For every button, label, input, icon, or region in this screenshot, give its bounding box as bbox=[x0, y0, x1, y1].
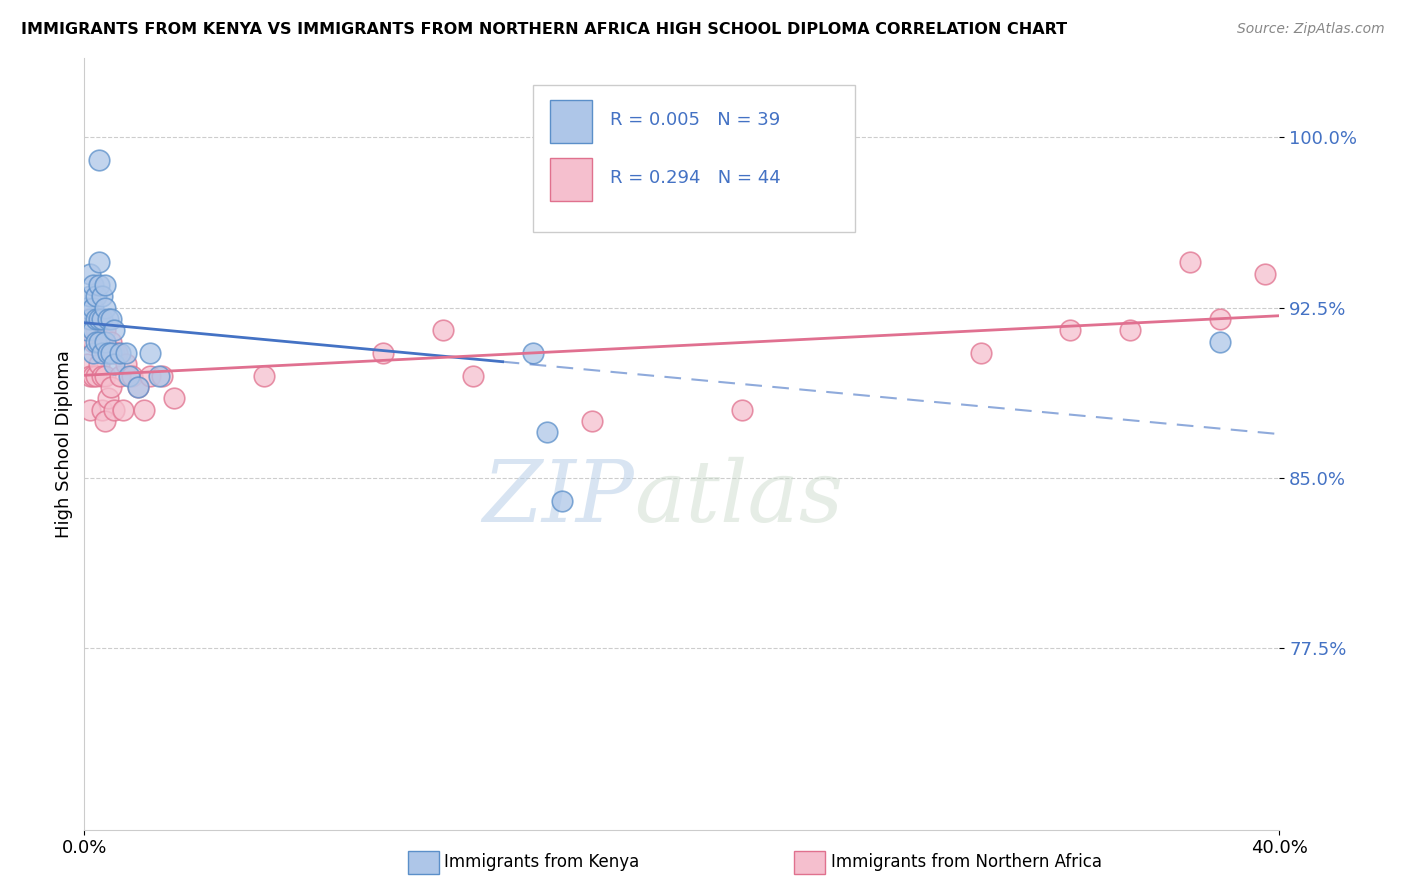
Point bbox=[163, 392, 186, 406]
Point bbox=[89, 357, 111, 371]
Text: Source: ZipAtlas.com: Source: ZipAtlas.com bbox=[1237, 22, 1385, 37]
Point bbox=[1253, 267, 1275, 281]
Point bbox=[79, 368, 101, 383]
Text: R = 0.294   N = 44: R = 0.294 N = 44 bbox=[610, 169, 780, 186]
Point bbox=[82, 368, 104, 383]
Point bbox=[82, 334, 104, 349]
Point bbox=[1059, 323, 1081, 337]
Point bbox=[91, 346, 114, 360]
Point bbox=[150, 368, 173, 383]
Point bbox=[139, 368, 162, 383]
FancyBboxPatch shape bbox=[533, 85, 855, 232]
Point bbox=[82, 301, 104, 315]
Point bbox=[551, 493, 574, 508]
Point bbox=[76, 312, 98, 326]
Point bbox=[432, 323, 454, 337]
Point bbox=[581, 414, 603, 428]
Point bbox=[112, 402, 135, 417]
Point bbox=[97, 346, 120, 360]
Point bbox=[94, 301, 117, 315]
Point bbox=[139, 346, 162, 360]
Point bbox=[91, 402, 114, 417]
Point bbox=[115, 357, 138, 371]
Point bbox=[97, 312, 120, 326]
Y-axis label: High School Diploma: High School Diploma bbox=[55, 350, 73, 538]
Point bbox=[115, 346, 138, 360]
Point bbox=[91, 312, 114, 326]
Point bbox=[86, 289, 108, 303]
Point bbox=[86, 323, 108, 337]
FancyBboxPatch shape bbox=[551, 158, 592, 201]
Point bbox=[97, 346, 120, 360]
Point bbox=[82, 346, 104, 360]
FancyBboxPatch shape bbox=[551, 101, 592, 143]
Point bbox=[86, 312, 108, 326]
Point bbox=[82, 323, 104, 337]
Point bbox=[94, 334, 117, 349]
Point bbox=[373, 346, 395, 360]
Point bbox=[110, 368, 132, 383]
Point bbox=[91, 368, 114, 383]
Point bbox=[970, 346, 993, 360]
Point bbox=[127, 380, 149, 394]
Point bbox=[110, 346, 132, 360]
Point bbox=[76, 301, 98, 315]
Point bbox=[76, 357, 98, 371]
Point bbox=[82, 277, 104, 292]
Point bbox=[100, 380, 122, 394]
Point bbox=[118, 368, 141, 383]
Point bbox=[89, 334, 111, 349]
Point bbox=[89, 255, 111, 269]
Point bbox=[103, 323, 125, 337]
Point bbox=[148, 368, 170, 383]
Point bbox=[461, 368, 484, 383]
Point bbox=[91, 289, 114, 303]
Point bbox=[1209, 312, 1232, 326]
Point bbox=[100, 346, 122, 360]
Point bbox=[132, 402, 156, 417]
Point bbox=[89, 312, 111, 326]
Point bbox=[731, 402, 754, 417]
Point bbox=[100, 312, 122, 326]
Point bbox=[94, 277, 117, 292]
Point bbox=[76, 323, 98, 337]
Point bbox=[105, 346, 128, 360]
Point bbox=[79, 312, 101, 326]
Point bbox=[86, 368, 108, 383]
Point bbox=[89, 153, 111, 167]
Text: ZIP: ZIP bbox=[482, 457, 634, 539]
Text: atlas: atlas bbox=[634, 457, 844, 539]
Point bbox=[94, 414, 117, 428]
Point bbox=[522, 346, 544, 360]
Text: IMMIGRANTS FROM KENYA VS IMMIGRANTS FROM NORTHERN AFRICA HIGH SCHOOL DIPLOMA COR: IMMIGRANTS FROM KENYA VS IMMIGRANTS FROM… bbox=[21, 22, 1067, 37]
Text: Immigrants from Kenya: Immigrants from Kenya bbox=[444, 853, 640, 871]
Point bbox=[79, 402, 101, 417]
Point bbox=[91, 334, 114, 349]
Point bbox=[1209, 334, 1232, 349]
Point bbox=[86, 334, 108, 349]
Point bbox=[100, 334, 122, 349]
Point bbox=[79, 289, 101, 303]
Text: Immigrants from Northern Africa: Immigrants from Northern Africa bbox=[831, 853, 1102, 871]
Point bbox=[253, 368, 276, 383]
Point bbox=[94, 368, 117, 383]
Point bbox=[127, 380, 149, 394]
Point bbox=[89, 312, 111, 326]
Point bbox=[89, 277, 111, 292]
Point bbox=[121, 368, 143, 383]
Point bbox=[97, 392, 120, 406]
Text: R = 0.005   N = 39: R = 0.005 N = 39 bbox=[610, 111, 780, 128]
Point bbox=[1119, 323, 1142, 337]
Point bbox=[94, 323, 117, 337]
Point bbox=[103, 402, 125, 417]
Point bbox=[536, 425, 558, 440]
Point bbox=[103, 346, 125, 360]
Point bbox=[103, 357, 125, 371]
Point bbox=[79, 267, 101, 281]
Point bbox=[1178, 255, 1201, 269]
